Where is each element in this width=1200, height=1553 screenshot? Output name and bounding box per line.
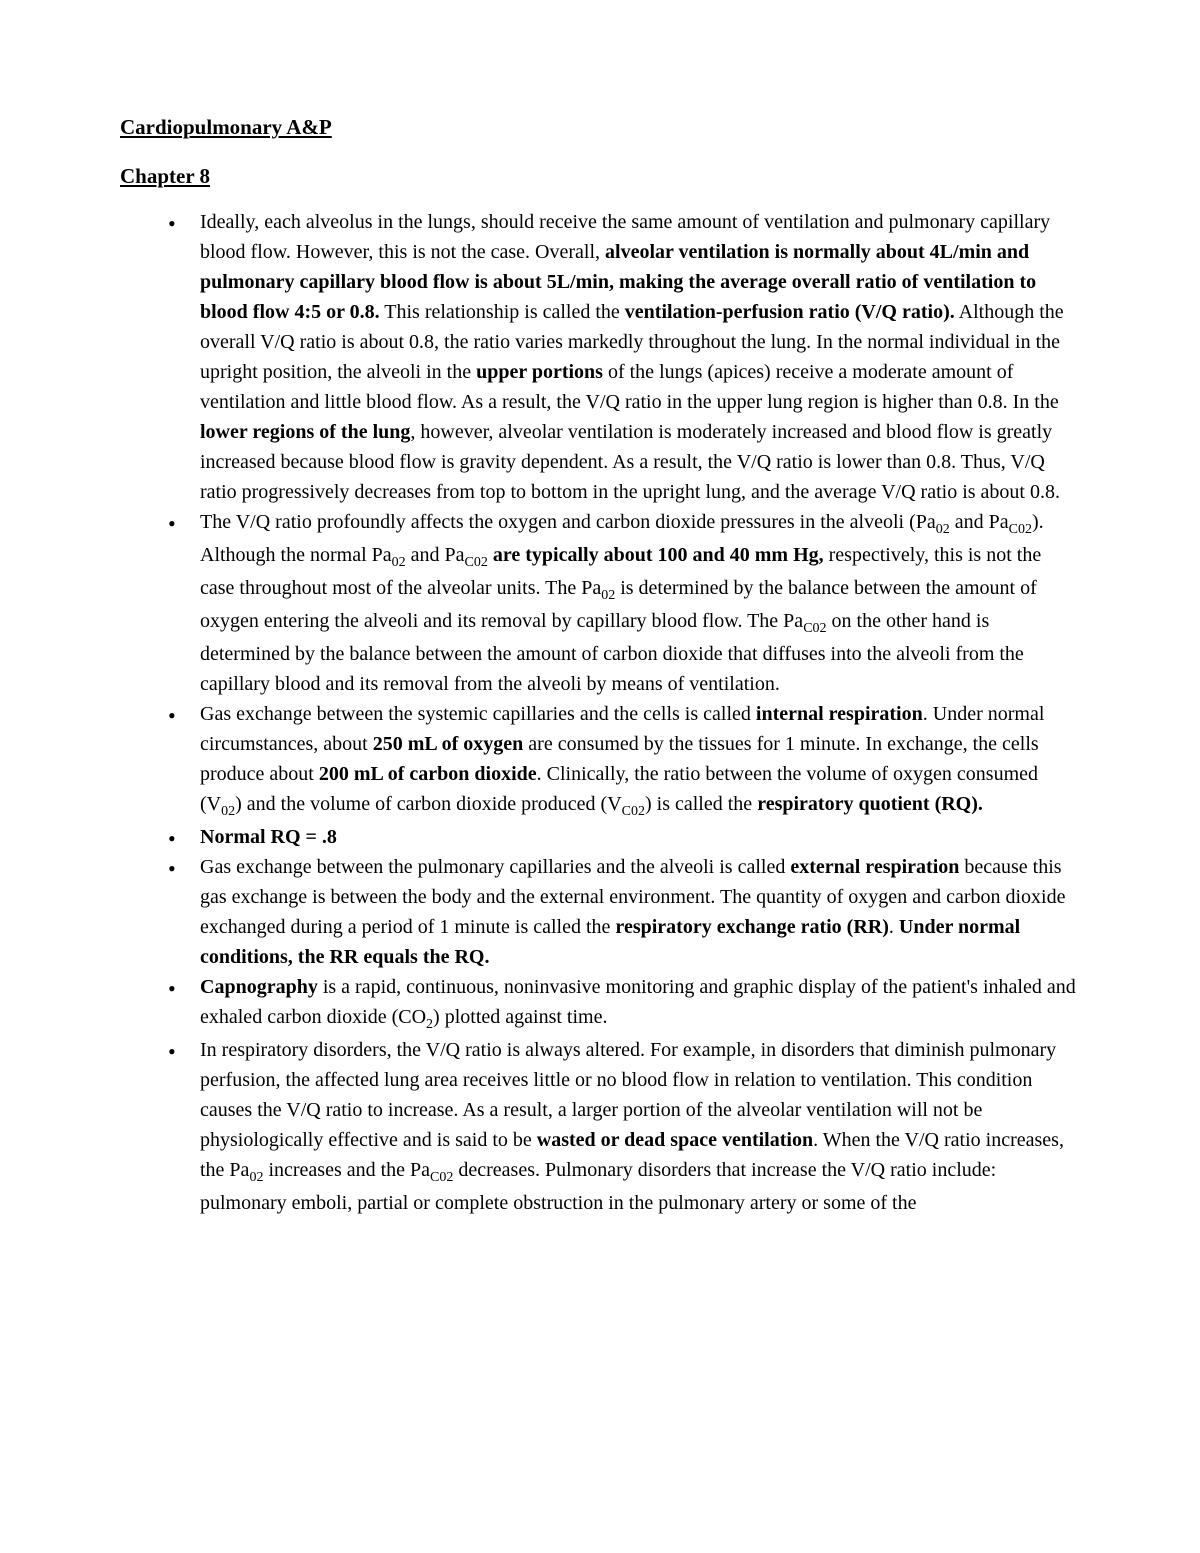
bullet-item: The V/Q ratio profoundly affects the oxy… xyxy=(168,507,1080,699)
bullet-item: Gas exchange between the systemic capill… xyxy=(168,699,1080,822)
bullet-item: In respiratory disorders, the V/Q ratio … xyxy=(168,1035,1080,1218)
bullet-item: Gas exchange between the pulmonary capil… xyxy=(168,852,1080,972)
bullet-item: Capnography is a rapid, continuous, noni… xyxy=(168,972,1080,1035)
bullet-list: Ideally, each alveolus in the lungs, sho… xyxy=(120,207,1080,1218)
document-title: Cardiopulmonary A&P xyxy=(120,115,1080,140)
chapter-heading: Chapter 8 xyxy=(120,164,1080,189)
bullet-item: Ideally, each alveolus in the lungs, sho… xyxy=(168,207,1080,507)
bullet-item: Normal RQ = .8 xyxy=(168,822,1080,852)
document-page: Cardiopulmonary A&P Chapter 8 Ideally, e… xyxy=(0,0,1200,1553)
